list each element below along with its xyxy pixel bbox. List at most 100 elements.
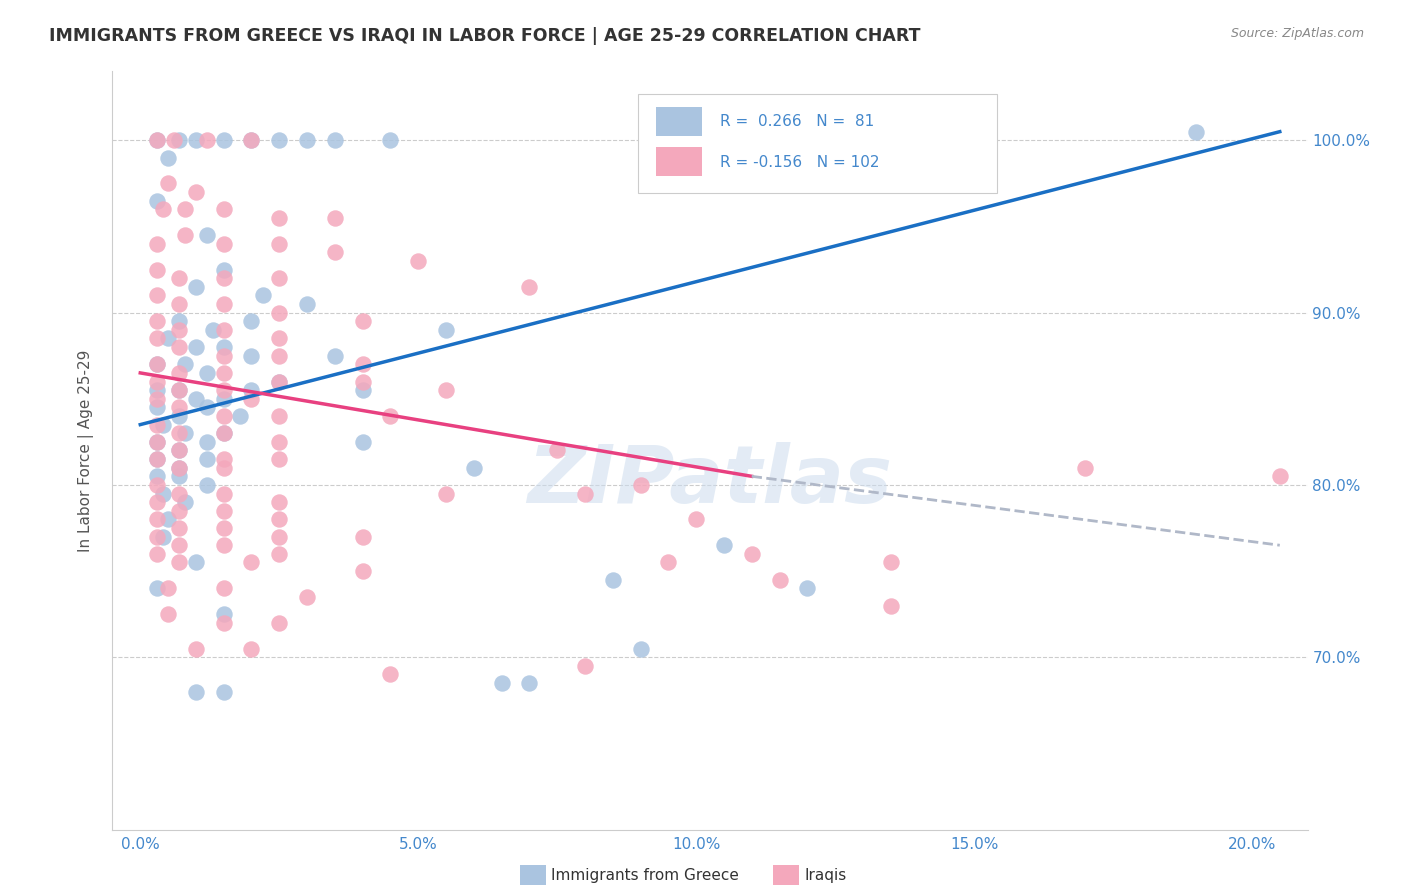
Point (146, 383, 169, 397)
Point (240, 641, 263, 656)
Point (184, 392, 207, 406)
Point (212, 262, 235, 277)
Text: R =  0.266   N =  81: R = 0.266 N = 81 (720, 114, 875, 129)
Point (323, 211, 346, 225)
Point (519, 676, 541, 690)
Point (1185, 125, 1208, 139)
Point (796, 582, 818, 596)
Point (146, 236, 169, 251)
Point (152, 530, 174, 544)
Point (146, 357, 169, 371)
Point (212, 504, 235, 518)
Point (195, 434, 218, 449)
Point (434, 486, 457, 500)
Point (546, 443, 568, 458)
Point (380, 133, 402, 147)
Bar (638, 95, 997, 193)
Point (768, 573, 790, 587)
Point (146, 331, 169, 345)
Point (269, 331, 291, 345)
Point (240, 556, 263, 570)
Text: ZIPatlas: ZIPatlas (527, 442, 893, 520)
Point (195, 478, 218, 492)
Point (212, 366, 235, 380)
Point (352, 383, 374, 397)
Point (240, 392, 263, 406)
Point (157, 582, 180, 596)
Point (195, 401, 218, 415)
Point (184, 185, 207, 199)
Point (269, 305, 291, 319)
Point (574, 658, 596, 673)
Point (1074, 460, 1097, 475)
Bar (657, 107, 702, 136)
Point (574, 486, 596, 500)
Point (146, 392, 169, 406)
Y-axis label: In Labor Force | Age 25-29: In Labor Force | Age 25-29 (77, 350, 94, 551)
Point (212, 538, 235, 552)
Point (352, 375, 374, 389)
Point (269, 349, 291, 363)
Point (212, 202, 235, 217)
Point (195, 366, 218, 380)
Point (146, 495, 169, 509)
Point (352, 564, 374, 578)
Point (741, 547, 763, 561)
Point (146, 478, 169, 492)
Point (146, 434, 169, 449)
Point (212, 236, 235, 251)
Point (167, 409, 190, 423)
Point (167, 426, 190, 441)
Point (162, 133, 184, 147)
Point (146, 133, 169, 147)
Point (201, 323, 224, 337)
Point (240, 383, 263, 397)
Point (152, 417, 174, 432)
Point (380, 667, 402, 681)
Point (212, 349, 235, 363)
Text: Source: ZipAtlas.com: Source: ZipAtlas.com (1230, 27, 1364, 40)
Point (685, 512, 707, 526)
Point (167, 271, 190, 285)
Point (269, 375, 291, 389)
Point (295, 297, 318, 311)
Point (167, 366, 190, 380)
Point (295, 590, 318, 604)
Point (157, 177, 180, 191)
Point (240, 133, 263, 147)
Point (240, 349, 263, 363)
Point (167, 556, 190, 570)
Point (434, 383, 457, 397)
Point (269, 375, 291, 389)
Point (212, 133, 235, 147)
Text: IMMIGRANTS FROM GREECE VS IRAQI IN LABOR FORCE | AGE 25-29 CORRELATION CHART: IMMIGRANTS FROM GREECE VS IRAQI IN LABOR… (49, 27, 921, 45)
Point (269, 409, 291, 423)
Point (146, 375, 169, 389)
Point (269, 512, 291, 526)
Point (146, 314, 169, 328)
Point (269, 211, 291, 225)
Point (434, 323, 457, 337)
Point (519, 279, 541, 293)
Point (146, 434, 169, 449)
Point (157, 512, 180, 526)
Point (157, 151, 180, 165)
Point (212, 426, 235, 441)
Point (323, 133, 346, 147)
Point (167, 383, 190, 397)
Point (146, 547, 169, 561)
Point (173, 426, 195, 441)
Point (380, 409, 402, 423)
Point (146, 401, 169, 415)
Point (491, 676, 513, 690)
Point (167, 314, 190, 328)
Point (184, 133, 207, 147)
Point (269, 615, 291, 630)
Point (146, 288, 169, 302)
Point (173, 495, 195, 509)
Point (229, 409, 252, 423)
Point (269, 547, 291, 561)
Point (167, 486, 190, 500)
Point (146, 357, 169, 371)
Point (173, 357, 195, 371)
